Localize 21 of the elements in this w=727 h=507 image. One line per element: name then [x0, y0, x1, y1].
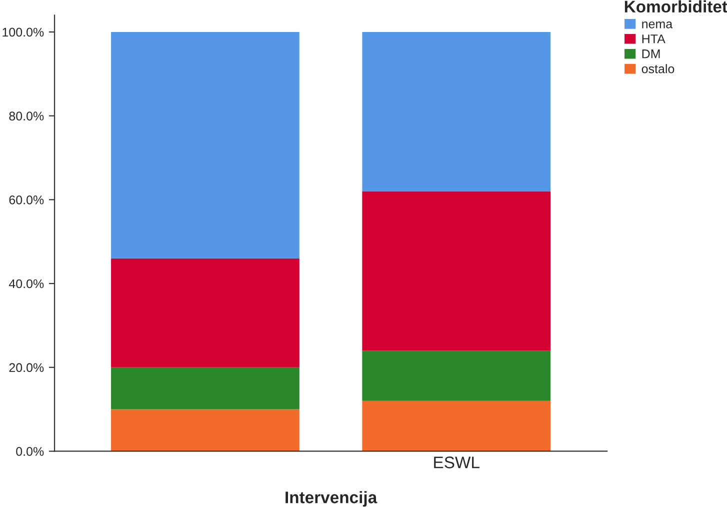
y-tick-label: 60.0% — [9, 195, 44, 204]
y-tick-label: 20.0% — [9, 363, 44, 372]
bar — [362, 32, 551, 192]
legend-label: DM — [642, 50, 660, 58]
x-axis-title: Intervencija — [286, 491, 378, 507]
bar — [111, 258, 300, 368]
x-tick-label: ESWL — [434, 456, 480, 468]
y-tick-label: 100.0% — [2, 28, 44, 37]
bar — [362, 191, 551, 351]
y-tick-label: 40.0% — [8, 279, 44, 288]
bar — [111, 32, 300, 258]
y-tick-label: 0.0% — [16, 447, 44, 456]
bar — [111, 409, 300, 452]
y-tick-label: 80.0% — [9, 112, 44, 120]
bar — [362, 400, 551, 452]
legend-title: Komorbiditet — [624, 0, 727, 13]
legend-label: ostalo — [642, 64, 674, 74]
bar — [362, 350, 551, 401]
legend-label: HTA — [642, 34, 666, 44]
bar — [111, 367, 300, 410]
legend-label: nema — [642, 21, 673, 28]
